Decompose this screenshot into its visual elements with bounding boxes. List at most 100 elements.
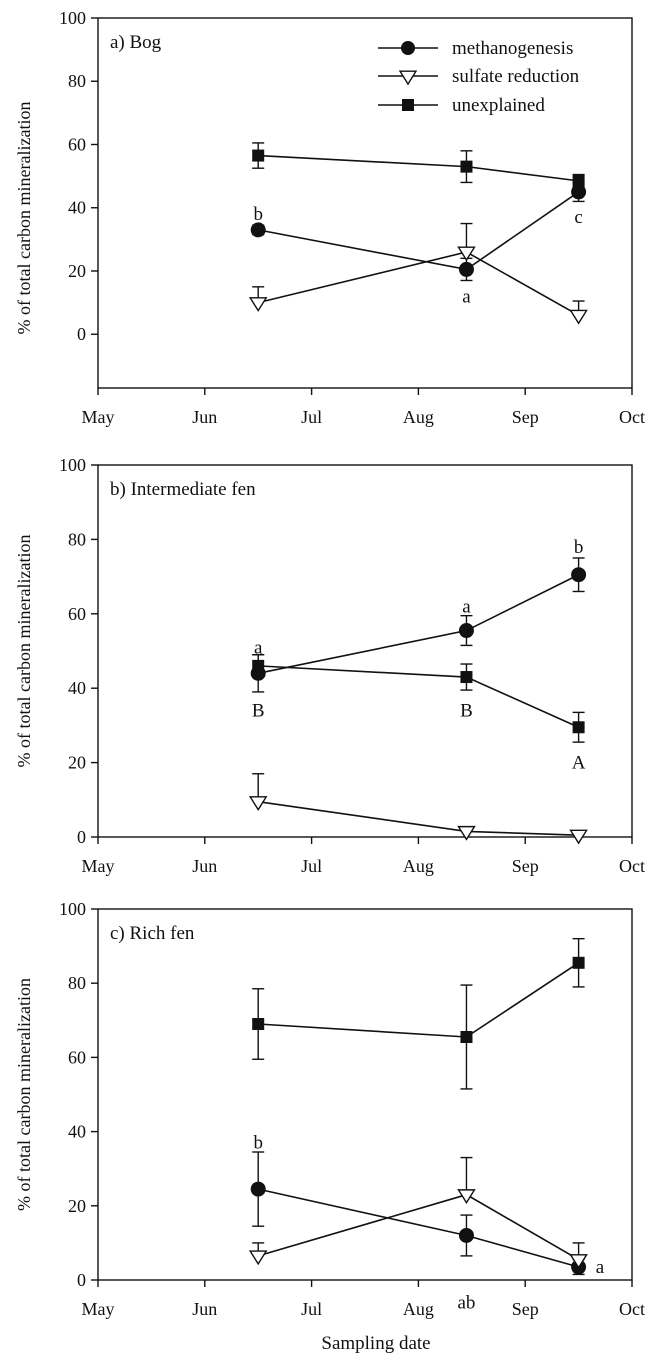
- significance-letter: a: [462, 286, 471, 307]
- x-tick-label: Aug: [403, 1299, 434, 1319]
- series-unexplained: [252, 142, 585, 188]
- data-point-sulfate-reduction: [457, 246, 476, 262]
- x-tick-label: Jul: [301, 407, 322, 427]
- y-tick-label: 80: [68, 973, 86, 993]
- data-point-unexplained: [252, 149, 265, 162]
- x-tick-label: Sep: [512, 407, 539, 427]
- legend-marker-triangle: [398, 70, 418, 86]
- significance-letter: b: [253, 1133, 263, 1154]
- y-tick-label: 40: [68, 198, 86, 218]
- significance-letter: b: [574, 537, 584, 558]
- y-tick-label: 60: [68, 134, 86, 154]
- plot-frame: [97, 17, 633, 389]
- data-point-unexplained: [572, 174, 585, 187]
- x-tick-label: Jun: [192, 1299, 217, 1319]
- data-point-methanogenesis: [458, 261, 474, 277]
- significance-letter: c: [574, 207, 582, 228]
- series-methanogenesis: [250, 557, 587, 693]
- y-tick-label: 100: [59, 455, 86, 475]
- data-point-sulfate-reduction: [457, 825, 476, 841]
- data-point-sulfate-reduction: [569, 1254, 588, 1269]
- data-point-unexplained: [460, 1030, 473, 1043]
- y-tick-label: 40: [68, 678, 86, 698]
- significance-letter: a: [254, 637, 263, 658]
- y-axis-label: % of total carbon mineralization: [14, 535, 34, 768]
- data-point-unexplained: [252, 1018, 265, 1031]
- y-tick-label: 100: [59, 899, 86, 919]
- series-methanogenesis: [250, 181, 587, 282]
- data-point-unexplained: [252, 659, 265, 672]
- data-point-sulfate-reduction: [569, 309, 588, 325]
- series-unexplained: [252, 654, 585, 743]
- y-tick-label: 0: [77, 827, 86, 847]
- x-tick-label: Jul: [301, 856, 322, 876]
- x-axis-label: Sampling date: [321, 1333, 430, 1354]
- data-point-sulfate-reduction: [248, 796, 268, 811]
- y-tick-label: 20: [68, 1196, 86, 1216]
- series-unexplained: [252, 937, 585, 1090]
- x-tick-label: Aug: [403, 856, 434, 876]
- data-point-sulfate-reduction: [248, 1250, 268, 1266]
- x-tick-label: Jul: [301, 1299, 322, 1319]
- x-tick-label: Sep: [512, 856, 539, 876]
- panel-title: a) Bog: [110, 32, 162, 53]
- y-tick-label: 0: [77, 1270, 86, 1290]
- y-axis-label: % of total carbon mineralization: [14, 102, 34, 335]
- y-tick-label: 80: [68, 529, 86, 549]
- data-point-methanogenesis: [250, 1181, 266, 1197]
- plot-frame: [97, 464, 633, 838]
- panel-3: 0 20 40 60 80 100 May Jun Jul Aug Sep Oct c) Rich fe…: [14, 899, 645, 1319]
- data-point-sulfate-reduction: [569, 829, 588, 845]
- series-line: [257, 1193, 580, 1261]
- legend: methanogenesis sulfate reduction unexplain…: [378, 38, 580, 116]
- plot-frame: [97, 908, 633, 1281]
- x-tick-label: Oct: [619, 856, 645, 876]
- series-sulfate-reduction: [248, 1156, 588, 1269]
- x-tick-label: Jun: [192, 856, 217, 876]
- series-sulfate-reduction: [248, 773, 588, 845]
- series-line: [258, 665, 579, 728]
- x-tick-label: May: [82, 1299, 115, 1319]
- y-tick-label: 60: [68, 1047, 86, 1067]
- significance-letter: B: [460, 701, 473, 722]
- panel-1: 0 20 40 60 80 100 May Jun Jul Aug Sep Oct a) Bog % of…: [14, 8, 645, 427]
- x-tick-label: Aug: [403, 407, 434, 427]
- y-tick-label: 20: [68, 261, 86, 281]
- significance-letter: a: [462, 596, 471, 617]
- data-point-sulfate-reduction: [457, 1189, 476, 1204]
- x-tick-label: May: [82, 407, 115, 427]
- data-point-unexplained: [572, 956, 585, 969]
- series-sulfate-reduction: [248, 222, 588, 325]
- legend-label: sulfate reduction: [452, 66, 580, 87]
- series-line: [258, 1188, 579, 1268]
- y-tick-label: 40: [68, 1122, 86, 1142]
- y-tick-label: 0: [77, 324, 86, 344]
- y-axis-label: % of total carbon mineralization: [14, 978, 34, 1211]
- legend-marker-square: [402, 99, 414, 111]
- significance-letter: A: [572, 753, 586, 774]
- legend-label: unexplained: [452, 95, 545, 116]
- data-point-unexplained: [460, 671, 473, 684]
- panel-2: 0 20 40 60 80 100 May Jun Jul Aug Sep Oct b) Interme…: [14, 455, 645, 876]
- data-point-methanogenesis: [250, 222, 266, 238]
- series-line: [258, 251, 579, 316]
- data-point-unexplained: [460, 160, 473, 173]
- significance-letter: ab: [457, 1292, 475, 1313]
- significance-letter: a: [596, 1257, 605, 1278]
- y-tick-label: 80: [68, 71, 86, 91]
- data-point-unexplained: [572, 721, 585, 734]
- data-point-sulfate-reduction: [248, 297, 268, 312]
- y-tick-label: 100: [59, 8, 86, 28]
- x-tick-label: May: [82, 856, 115, 876]
- series-line: [258, 800, 579, 836]
- x-tick-label: Oct: [619, 1299, 645, 1319]
- legend-label: methanogenesis: [452, 38, 573, 59]
- series-line: [258, 191, 580, 271]
- data-point-methanogenesis: [458, 623, 474, 639]
- series-line: [258, 574, 579, 675]
- significance-letter: B: [252, 701, 265, 722]
- panel-title: c) Rich fen: [110, 923, 195, 944]
- series-line: [258, 962, 580, 1038]
- significance-letter: b: [253, 204, 263, 225]
